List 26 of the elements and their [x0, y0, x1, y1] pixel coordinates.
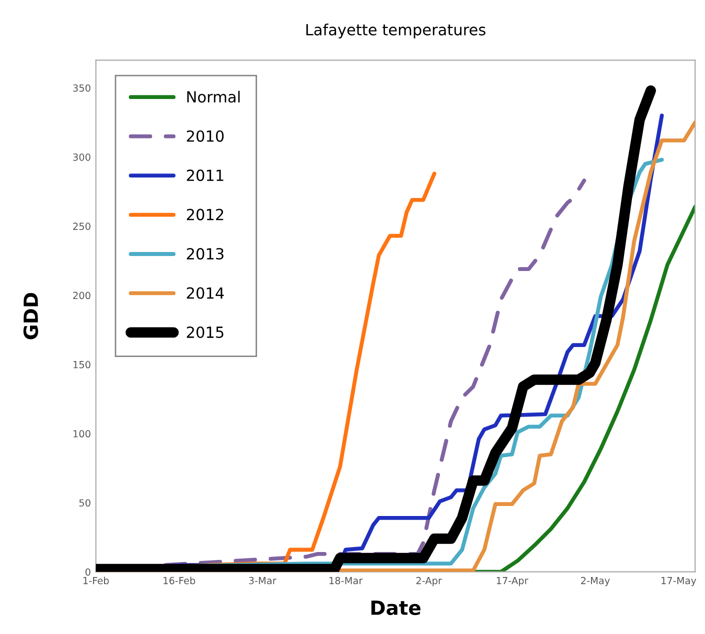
x-tick-label: 17-Apr: [496, 577, 528, 586]
legend-label: 2015: [186, 326, 224, 338]
legend-label: 2013: [186, 248, 224, 260]
x-tick-label: 1-Feb: [83, 576, 109, 584]
x-tick-label: 2-Apr: [416, 576, 442, 586]
x-tick-label: 3-Mar: [249, 576, 276, 584]
legend-label: 2010: [186, 130, 224, 142]
y-tick-label: 300: [73, 154, 90, 161]
y-tick-label: 250: [73, 222, 90, 230]
x-tick-label: 17-May: [662, 577, 696, 586]
y-tick-label: 50: [79, 499, 90, 507]
y-tick-label: 100: [74, 430, 90, 438]
legend-label: 2014: [186, 287, 224, 299]
x-tick-label: 2-May: [581, 576, 610, 586]
y-tick-label: 350: [73, 84, 90, 92]
x-tick-label: 18-Mar: [330, 576, 363, 584]
y-axis-title: GDD: [23, 292, 38, 340]
legend-label: 2011: [186, 170, 224, 182]
y-tick-label: 0: [85, 568, 90, 576]
legend-label: 2012: [186, 208, 224, 220]
y-tick-label: 150: [74, 360, 90, 368]
x-axis-title: Date: [371, 600, 420, 616]
x-tick-label: 16-Feb: [164, 576, 196, 584]
legend-label: Normal: [187, 90, 240, 103]
chart-title: Lafayette temperatures: [306, 24, 486, 38]
y-tick-label: 200: [73, 292, 90, 300]
